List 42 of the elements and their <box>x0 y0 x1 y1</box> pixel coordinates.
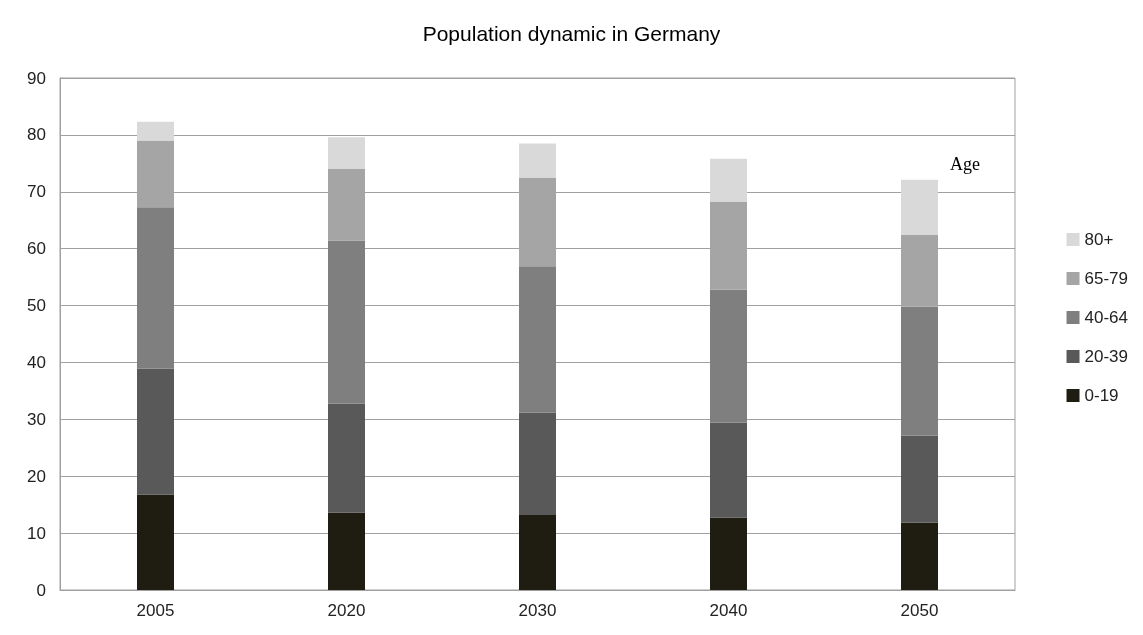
y-tick-label: 40 <box>27 352 46 372</box>
bar <box>328 137 365 170</box>
legend-label: 20-39 <box>1084 347 1128 366</box>
bar <box>519 143 556 178</box>
x-tick-label: 2050 <box>900 601 939 620</box>
chart-title: Population dynamic in Germany <box>422 22 721 45</box>
legend-label: 0-19 <box>1084 386 1119 405</box>
y-tick-label: 90 <box>27 68 46 88</box>
bar <box>710 158 747 202</box>
bar <box>519 412 556 515</box>
bar <box>901 435 938 523</box>
bar <box>137 207 174 369</box>
bar <box>328 512 365 590</box>
y-tick-label: 20 <box>27 466 46 486</box>
y-tick-label: 0 <box>36 580 46 600</box>
y-tick-label: 80 <box>27 125 46 145</box>
x-tick-label: 2040 <box>709 601 748 620</box>
x-tick-label: 2030 <box>518 601 557 620</box>
bar <box>901 522 938 590</box>
bar <box>901 179 938 236</box>
legend-title: Age <box>950 154 980 174</box>
y-tick-label: 10 <box>27 523 46 543</box>
x-tick-label: 2005 <box>136 601 175 620</box>
bar <box>710 517 747 590</box>
y-tick-label: 60 <box>27 239 46 259</box>
legend-label: 65-79 <box>1084 269 1128 288</box>
y-tick-label: 70 <box>27 182 46 202</box>
bar <box>901 306 938 436</box>
bar <box>137 121 174 141</box>
bar <box>137 368 174 495</box>
legend-label: 80+ <box>1084 230 1114 249</box>
bar <box>519 514 556 590</box>
y-tick-label: 50 <box>27 296 46 316</box>
bar <box>137 494 174 590</box>
bar <box>710 422 747 518</box>
bar <box>328 403 365 513</box>
x-tick-label: 2020 <box>327 601 366 620</box>
y-tick-label: 30 <box>27 409 46 429</box>
legend-label: 40-64 <box>1084 308 1128 327</box>
bar <box>710 289 747 423</box>
bar <box>519 266 556 413</box>
bar <box>328 240 365 404</box>
